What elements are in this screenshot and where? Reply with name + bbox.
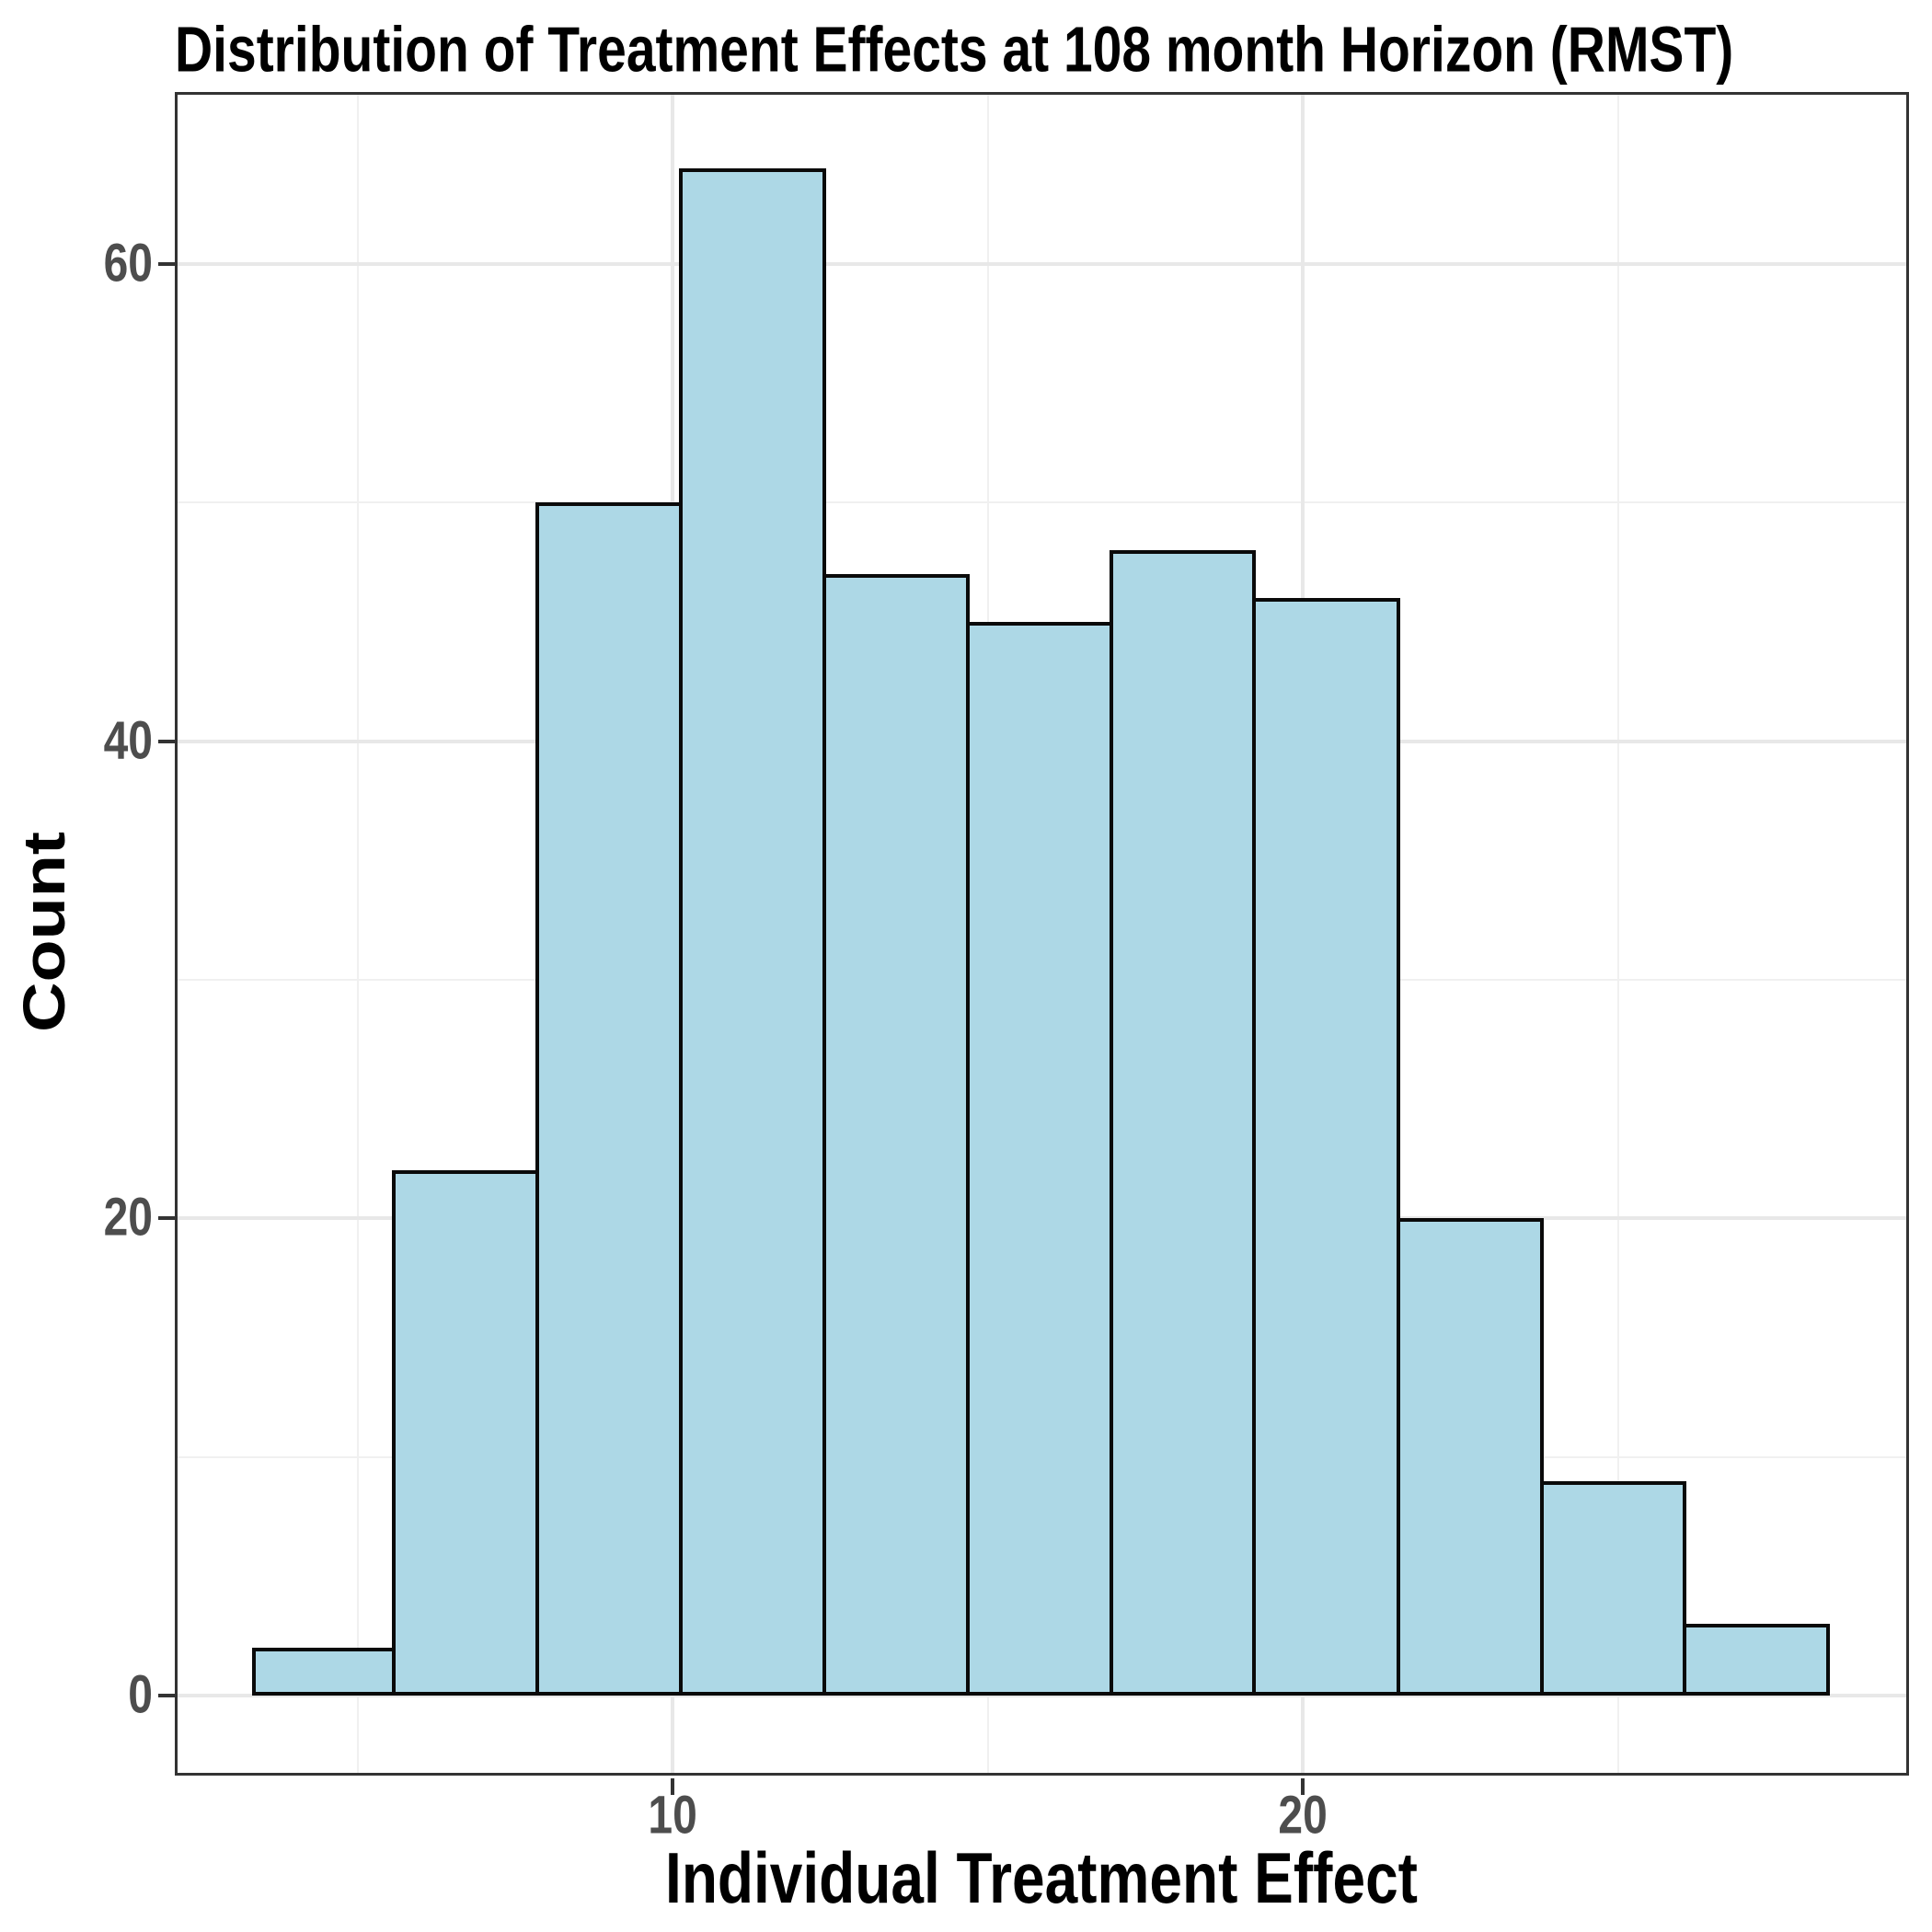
x-axis-title: Individual Treatment Effect — [665, 1837, 1418, 1919]
histogram-bar — [965, 622, 1113, 1696]
histogram-bar — [1539, 1480, 1687, 1696]
y-tick-mark — [158, 739, 175, 743]
x-minor-gridline — [356, 92, 359, 1776]
histogram-bar — [1396, 1218, 1544, 1696]
y-axis-title: Count — [11, 831, 77, 1033]
y-tick-label: 20 — [103, 1188, 153, 1248]
x-tick-mark — [1301, 1778, 1305, 1795]
plot-panel — [175, 92, 1909, 1776]
y-major-gridline — [175, 262, 1909, 267]
histogram-bar — [252, 1648, 396, 1696]
x-tick-label: 10 — [648, 1786, 697, 1846]
histogram-bar — [391, 1170, 539, 1696]
x-minor-gridline — [1616, 92, 1619, 1776]
histogram-bar — [535, 502, 684, 1696]
y-major-gridline — [175, 1693, 1909, 1697]
y-tick-mark — [158, 262, 175, 267]
x-tick-label: 20 — [1278, 1786, 1328, 1846]
histogram-bar — [822, 574, 970, 1696]
y-minor-gridline — [175, 501, 1909, 504]
y-tick-mark — [158, 1693, 175, 1697]
y-tick-label: 60 — [103, 234, 153, 293]
chart-title: Distribution of Treatment Effects at 108… — [175, 14, 1734, 86]
y-tick-label: 40 — [103, 710, 153, 771]
x-tick-mark — [671, 1778, 675, 1795]
histogram-bar — [679, 168, 826, 1696]
y-tick-label: 0 — [128, 1664, 153, 1725]
histogram-bar — [1252, 598, 1400, 1696]
histogram-bar — [1683, 1624, 1831, 1696]
y-tick-mark — [158, 1216, 175, 1221]
histogram-bar — [1109, 550, 1257, 1696]
